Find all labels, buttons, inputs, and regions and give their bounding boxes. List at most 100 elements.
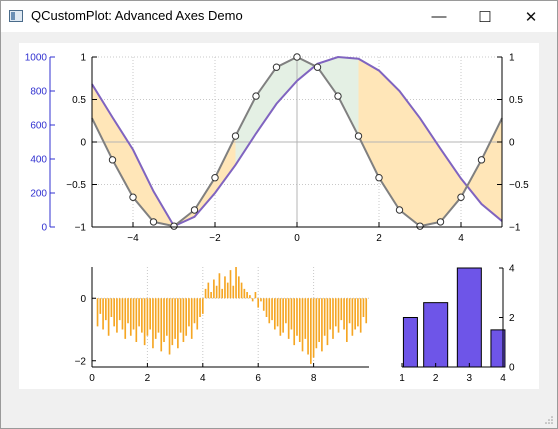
histogram-bar: [99, 298, 102, 314]
qt-window-icon: [9, 10, 23, 22]
histogram-bar: [177, 298, 179, 349]
histogram-bar: [149, 298, 152, 330]
histogram-bar: [307, 298, 309, 355]
histogram-bar: [254, 292, 257, 299]
histogram-bar: [304, 298, 307, 339]
histogram-bar: [196, 298, 199, 330]
maximize-button[interactable]: ☐: [462, 1, 508, 32]
data-point-marker: [170, 222, 178, 230]
histogram-bar: [282, 298, 284, 333]
data-point-marker: [334, 92, 342, 100]
histogram-bar: [287, 298, 290, 339]
data-point-marker: [375, 174, 383, 182]
histogram-bar: [359, 298, 362, 333]
close-button[interactable]: ✕: [508, 1, 554, 32]
histogram-bar: [229, 270, 232, 299]
histogram-bar: [154, 298, 157, 339]
bar-2: [423, 302, 449, 368]
histogram-bar: [221, 288, 224, 299]
outer-left-tick-label: 400: [30, 155, 47, 166]
outer-left-tick-label: 1000: [25, 53, 48, 64]
histogram-bar: [165, 298, 168, 336]
right-tick-label: −1: [509, 223, 521, 234]
x-tick-label: 4: [458, 233, 464, 244]
histogram-bar: [146, 298, 149, 336]
data-point-marker: [354, 132, 363, 140]
size-grip-icon[interactable]: [545, 416, 553, 424]
histogram-bar: [204, 288, 207, 299]
histogram-bar: [285, 298, 287, 324]
outer-left-tick-label: 800: [30, 87, 47, 98]
hist-y-tick-label: 0: [80, 294, 86, 305]
histogram-bar: [215, 285, 218, 299]
bar-3: [456, 267, 482, 368]
histogram-bar: [357, 298, 359, 327]
data-point-marker: [211, 174, 219, 182]
right-tick-label: 0: [509, 138, 515, 149]
histogram-bar: [96, 298, 99, 327]
fill-area-center: [235, 57, 359, 165]
outer-left-tick-label: 600: [30, 121, 47, 132]
custom-plot[interactable]: −4 −2 0 2 4−1−0.500.51−1−0.500.5102004006008…: [19, 43, 539, 389]
histogram-bar: [226, 282, 229, 299]
hist-x-tick-label: 2: [145, 373, 151, 384]
data-point-marker: [252, 92, 260, 100]
histogram-bar: [315, 298, 318, 349]
histogram-bar: [251, 298, 254, 302]
histogram-bar: [271, 298, 273, 321]
minimize-button[interactable]: —: [416, 1, 462, 32]
histogram-bar: [132, 298, 135, 330]
histogram-bar: [246, 292, 248, 299]
histogram-bar: [171, 298, 174, 346]
outer-left-tick-label: 200: [30, 189, 47, 200]
histogram-bar: [265, 298, 268, 317]
histogram-bar: [309, 298, 312, 364]
histogram-bar: [127, 298, 129, 324]
histogram-bar: [201, 298, 204, 314]
histogram-bar: [243, 288, 246, 299]
histogram-bar: [107, 298, 110, 336]
data-point-marker: [272, 63, 281, 71]
fill-area-left: [92, 84, 236, 227]
curve-line: [91, 55, 503, 228]
histogram-bar: [249, 295, 251, 299]
title-bar[interactable]: QCustomPlot: Advanced Axes Demo — ☐ ✕: [1, 1, 557, 32]
bar-x-tick-label: 4: [500, 373, 506, 384]
histogram-bar: [129, 298, 132, 336]
right-tick-label: 0.5: [509, 95, 523, 106]
histogram-bar: [343, 298, 345, 330]
outer-left-tick-label: 0: [41, 223, 47, 234]
histogram-bar: [210, 292, 212, 299]
plot-area[interactable]: −4 −2 0 2 4 −1 −0.5 0 0.5 1 −1 −0.5 0 0.5 1 0 200 400 600 8…: [19, 43, 539, 389]
histogram-bar: [179, 298, 182, 333]
histogram-bar: [279, 298, 282, 336]
hist-x-tick-label: 4: [200, 373, 206, 384]
window-title: QCustomPlot: Advanced Axes Demo: [31, 8, 243, 23]
histogram-bar: [118, 298, 121, 321]
histogram-bar: [326, 298, 329, 346]
histogram-bar: [143, 298, 146, 346]
histogram-bar: [296, 298, 298, 336]
histogram-bar: [290, 298, 293, 330]
data-point-marker: [436, 218, 445, 226]
histogram-bar: [141, 298, 143, 333]
histogram-bar: [213, 279, 215, 299]
histogram-bar: [138, 298, 140, 327]
right-tick-label: 1: [509, 53, 515, 64]
data-point-marker: [293, 53, 301, 61]
bar-1: [402, 317, 418, 368]
histogram-bar: [124, 298, 127, 339]
histogram-bar: [102, 298, 104, 330]
maximize-icon: ☐: [478, 8, 492, 26]
histogram-bar: [337, 298, 340, 333]
histogram-bar: [301, 298, 304, 352]
data-point-marker: [395, 206, 404, 214]
histogram-bar: [152, 298, 154, 349]
inner-left-tick-label: 0.5: [72, 95, 86, 106]
histogram-bar: [340, 298, 343, 321]
data-point-marker: [416, 222, 424, 230]
histogram-bar: [257, 298, 260, 308]
bar-y-tick-label: 4: [509, 264, 515, 275]
histogram-bar: [240, 282, 243, 299]
